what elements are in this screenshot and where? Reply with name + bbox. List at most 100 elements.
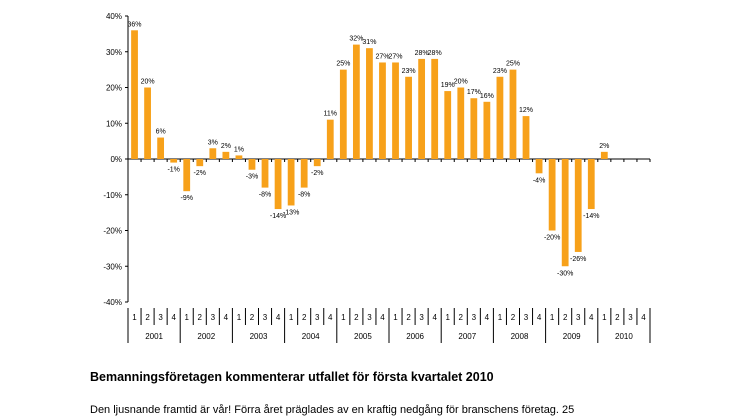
- bar-chart: 40% 30% 20% 10% 0% -10% -20% -30% -40% 36% 20% 6% -1…: [103, 12, 651, 343]
- quarter-tick-label: 4: [485, 313, 490, 322]
- data-label: -8%: [259, 192, 271, 199]
- year-tick-label: 2005: [354, 332, 372, 341]
- bar: [600, 151, 608, 159]
- y-tick-label: -10%: [103, 191, 122, 200]
- quarter-tick-label: 4: [432, 313, 437, 322]
- data-label: -26%: [570, 256, 586, 263]
- data-label: -1%: [167, 167, 179, 174]
- quarter-tick-label: 4: [641, 313, 646, 322]
- data-label: 20%: [454, 79, 468, 86]
- data-label: 27%: [389, 53, 403, 60]
- y-tick-label: 30%: [106, 48, 122, 57]
- bar: [326, 119, 334, 159]
- data-label: 12%: [519, 107, 533, 114]
- data-label: 28%: [428, 50, 442, 57]
- bar: [287, 159, 295, 206]
- quarter-tick-label: 1: [393, 313, 398, 322]
- data-label: 31%: [362, 39, 376, 46]
- data-label: -13%: [283, 209, 299, 216]
- quarter-tick-label: 2: [302, 313, 307, 322]
- quarter-tick-label: 4: [171, 313, 176, 322]
- quarter-tick-label: 4: [589, 313, 594, 322]
- quarter-tick-label: 2: [354, 313, 359, 322]
- bar: [157, 137, 165, 159]
- bar: [444, 91, 452, 159]
- year-tick-label: 2004: [302, 332, 320, 341]
- quarter-tick-label: 3: [211, 313, 216, 322]
- quarter-tick-label: 2: [511, 313, 516, 322]
- data-label: -9%: [180, 195, 192, 202]
- bar: [496, 76, 504, 159]
- bar: [131, 30, 138, 159]
- data-label: -2%: [311, 170, 323, 177]
- quarter-tick-label: 4: [537, 313, 542, 322]
- bar: [339, 69, 347, 159]
- quarter-tick-label: 3: [315, 313, 320, 322]
- data-label: 17%: [467, 89, 481, 96]
- quarter-tick-label: 1: [341, 313, 346, 322]
- quarter-tick-label: 3: [628, 313, 633, 322]
- quarter-tick-label: 1: [550, 313, 555, 322]
- data-label: 25%: [506, 61, 520, 68]
- data-label: -20%: [544, 235, 560, 242]
- y-tick-label: -30%: [103, 262, 122, 271]
- data-label: 25%: [336, 61, 350, 68]
- bar: [222, 151, 230, 159]
- bar: [274, 159, 282, 210]
- bar: [509, 69, 517, 159]
- data-label: 16%: [480, 93, 494, 100]
- quarter-tick-label: 1: [498, 313, 503, 322]
- bar: [574, 159, 582, 252]
- quarter-tick-label: 2: [459, 313, 464, 322]
- bar: [300, 159, 308, 188]
- quarter-tick-label: 4: [380, 313, 385, 322]
- quarter-tick-label: 2: [563, 313, 568, 322]
- bar: [431, 58, 439, 159]
- y-tick-label: 10%: [106, 119, 122, 128]
- year-tick-label: 2007: [458, 332, 476, 341]
- bar: [366, 48, 373, 159]
- data-label: -14%: [583, 213, 599, 220]
- y-tick-label: -20%: [103, 227, 122, 236]
- data-label: 19%: [441, 82, 455, 89]
- quarter-tick-label: 1: [445, 313, 450, 322]
- y-tick-label: 40%: [106, 12, 122, 21]
- quarter-tick-label: 1: [602, 313, 607, 322]
- quarter-tick-label: 2: [145, 313, 150, 322]
- data-label: 36%: [128, 21, 142, 28]
- data-label: 2%: [221, 143, 231, 150]
- bar: [248, 159, 256, 170]
- bar: [379, 62, 386, 159]
- year-tick-label: 2002: [197, 332, 215, 341]
- quarter-tick-label: 1: [289, 313, 294, 322]
- quarter-tick-label: 3: [367, 313, 372, 322]
- quarter-tick-label: 1: [184, 313, 189, 322]
- quarter-tick-label: 3: [419, 313, 424, 322]
- year-tick-label: 2006: [406, 332, 424, 341]
- y-tick-label: 0%: [110, 155, 122, 164]
- quarter-tick-label: 3: [158, 313, 163, 322]
- quarter-tick-label: 3: [472, 313, 477, 322]
- article-paragraph: Den ljusnande framtid är vår! Förra året…: [90, 404, 575, 416]
- year-tick-label: 2001: [145, 332, 163, 341]
- bar: [405, 76, 412, 159]
- bar: [457, 87, 465, 159]
- quarter-tick-label: 4: [328, 313, 333, 322]
- bar: [261, 159, 269, 188]
- quarter-tick-label: 3: [576, 313, 581, 322]
- quarter-tick-label: 1: [237, 313, 242, 322]
- y-tick-label: 20%: [106, 84, 122, 93]
- bar: [170, 159, 178, 163]
- bar: [483, 101, 491, 159]
- data-label: -2%: [194, 170, 206, 177]
- data-label: 32%: [349, 36, 363, 43]
- quarter-tick-label: 4: [276, 313, 281, 322]
- data-label: 23%: [402, 68, 416, 75]
- year-tick-label: 2003: [250, 332, 268, 341]
- quarter-tick-label: 3: [524, 313, 529, 322]
- data-label: -8%: [298, 192, 310, 199]
- data-label: -4%: [533, 177, 545, 184]
- bar: [196, 159, 204, 167]
- bar: [392, 62, 399, 159]
- data-label: 3%: [208, 139, 218, 146]
